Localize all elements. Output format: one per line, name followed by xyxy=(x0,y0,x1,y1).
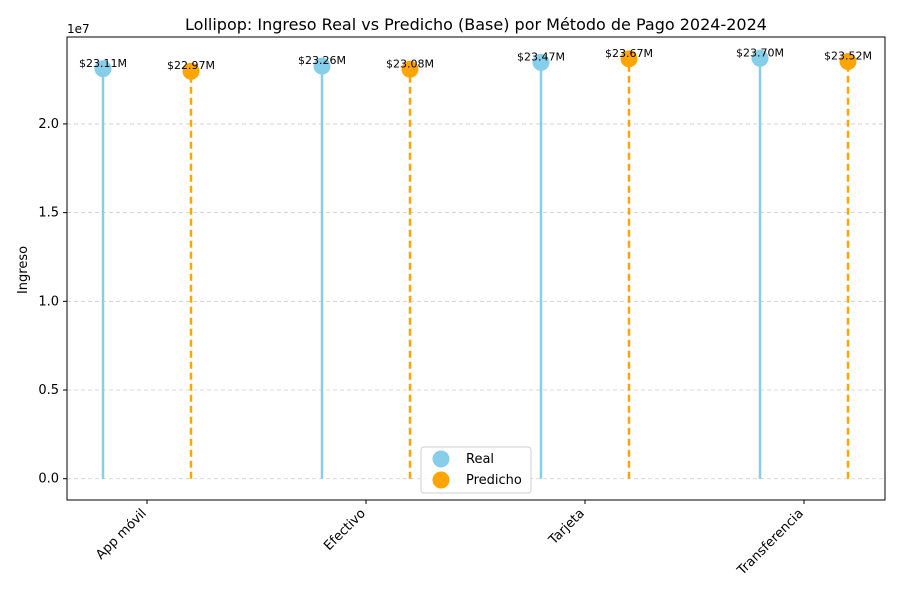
data-label: $23.11M xyxy=(79,57,127,70)
data-label: $23.47M xyxy=(517,50,565,63)
y-tick-label: 0.0 xyxy=(38,472,59,487)
x-axis: App móvil Efectivo Tarjeta Transferencia xyxy=(93,500,807,579)
legend-label-real: Real xyxy=(466,452,494,467)
x-tick-label: Tarjeta xyxy=(546,506,588,548)
y-axis: 0.0 0.5 1.0 1.5 2.0 xyxy=(38,117,67,487)
x-tick-label: Transferencia xyxy=(734,506,807,579)
y-axis-label: Ingreso xyxy=(16,246,31,294)
y-tick-label: 1.0 xyxy=(38,294,59,309)
data-label: $23.26M xyxy=(298,54,346,67)
x-tick-label: App móvil xyxy=(93,506,150,563)
marker-real xyxy=(751,49,769,67)
y-tick-label: 1.5 xyxy=(38,206,59,221)
legend-label-predicho: Predicho xyxy=(466,473,522,488)
marker-predicho xyxy=(620,50,638,68)
data-label: $23.67M xyxy=(605,47,653,60)
marker-real xyxy=(532,53,550,71)
y-offset-text: 1e7 xyxy=(67,22,90,36)
markers xyxy=(94,49,857,80)
data-label: $22.97M xyxy=(167,59,215,72)
marker-real xyxy=(94,60,112,78)
marker-predicho xyxy=(182,62,200,80)
grid-lines xyxy=(67,123,885,480)
stems xyxy=(101,58,850,479)
data-label: $23.52M xyxy=(824,49,872,62)
legend-marker-predicho xyxy=(432,471,450,489)
marker-real xyxy=(313,57,331,75)
chart-title: Lollipop: Ingreso Real vs Predicho (Base… xyxy=(185,15,767,34)
legend-marker-real xyxy=(432,450,450,468)
marker-predicho xyxy=(839,52,857,70)
data-label: $23.08M xyxy=(386,57,434,70)
plot-frame xyxy=(66,36,886,501)
x-tick-label: Efectivo xyxy=(321,506,369,554)
data-labels: $23.11M $23.26M $23.47M $23.70M $22.97M $23.0… xyxy=(79,46,872,72)
legend: Real Predicho xyxy=(420,446,532,494)
data-label: $23.70M xyxy=(736,46,784,59)
y-tick-label: 0.5 xyxy=(38,383,59,398)
marker-predicho xyxy=(401,60,419,78)
y-tick-label: 2.0 xyxy=(38,117,59,132)
